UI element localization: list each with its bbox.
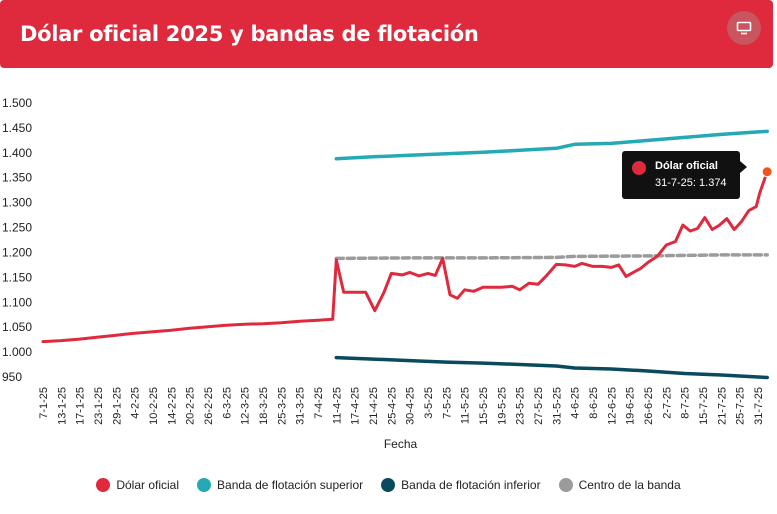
legend-item-banda-inferior[interactable]: Banda de flotación inferior <box>381 478 541 492</box>
chart-plot: 950 1.000 1.050 1.100 1.150 1.200 1.250 1.300 1.… <box>2 96 773 451</box>
x-tick-label: 12-6-25 <box>606 387 618 425</box>
legend-item-centro-banda[interactable]: Centro de la banda <box>558 478 681 492</box>
x-tick-label: 11-4-25 <box>331 387 343 424</box>
y-tick-label: 1.350 <box>2 171 32 185</box>
x-tick-label: 21-7-25 <box>716 387 728 425</box>
tooltip-series: Dólar oficial <box>655 160 718 172</box>
x-tick-label: 23-1-25 <box>93 387 105 425</box>
legend-label: Banda de flotación superior <box>217 478 364 492</box>
x-tick-label: 17-1-25 <box>75 387 87 425</box>
x-tick-label: 25-7-25 <box>735 387 747 425</box>
x-tick-label: 8-7-25 <box>680 387 692 419</box>
x-tick-label: 29-1-25 <box>111 387 123 425</box>
x-tick-label: 19-5-25 <box>496 387 508 425</box>
x-tick-label: 21-4-25 <box>368 387 380 425</box>
monitor-icon <box>736 21 752 35</box>
chart-menu-button[interactable] <box>727 11 761 45</box>
tooltip: Dólar oficial 31-7-25: 1.374 <box>622 151 747 199</box>
x-tick-label: 12-3-25 <box>240 387 252 425</box>
x-tick-label: 8-6-25 <box>588 387 600 419</box>
y-tick-label: 1.450 <box>2 121 32 135</box>
y-tick-label: 950 <box>2 370 22 384</box>
x-tick-label: 31-7-25 <box>753 387 765 425</box>
x-tick-label: 25-3-25 <box>276 387 288 425</box>
legend-item-dolar-oficial[interactable]: Dólar oficial <box>96 478 179 492</box>
x-tick-label: 4-6-25 <box>570 387 582 419</box>
chart-title: Dólar oficial 2025 y bandas de flotación <box>20 22 479 46</box>
x-tick-label: 2-7-25 <box>661 387 673 419</box>
chart-header: Dólar oficial 2025 y bandas de flotación <box>0 0 773 68</box>
y-tick-label: 1.050 <box>2 320 32 334</box>
tooltip-value: 31-7-25: 1.374 <box>655 177 727 189</box>
legend-swatch <box>197 478 212 492</box>
x-axis-title: Fecha <box>384 437 418 451</box>
series-line-dolar-oficial <box>41 170 769 344</box>
x-tick-label: 7-4-25 <box>313 387 325 419</box>
x-tick-label: 18-3-25 <box>258 387 270 425</box>
x-tick-label: 20-2-25 <box>185 387 197 425</box>
x-tick-label: 30-4-25 <box>405 387 417 425</box>
x-tick-label: 7-5-25 <box>441 387 453 419</box>
x-tick-label: 19-6-25 <box>625 387 637 425</box>
x-tick-label: 14-2-25 <box>166 387 178 425</box>
legend-label: Dólar oficial <box>116 478 180 492</box>
x-tick-label: 6-3-25 <box>221 387 233 419</box>
highlight-point-marker <box>761 166 773 178</box>
legend: Dólar oficial Banda de flotación superio… <box>0 478 777 492</box>
y-tick-label: 1.250 <box>2 221 32 235</box>
x-tick-label: 7-1-25 <box>38 387 50 419</box>
y-tick-label: 1.150 <box>2 270 32 284</box>
x-tick-label: 27-5-25 <box>533 387 545 425</box>
series-line-banda-inferior <box>334 355 769 380</box>
x-tick-label: 11-5-25 <box>460 387 472 424</box>
y-tick-label: 1.500 <box>2 96 32 110</box>
x-tick-label: 26-6-25 <box>643 387 655 425</box>
legend-swatch <box>558 478 573 492</box>
series-line-banda-superior <box>334 129 769 161</box>
x-tick-label: 31-5-25 <box>551 387 563 425</box>
tooltip-series-dot <box>632 161 646 175</box>
x-tick-label: 15-7-25 <box>698 387 710 425</box>
x-tick-label: 3-5-25 <box>423 387 435 419</box>
legend-label: Banda de flotación inferior <box>401 478 541 492</box>
x-tick-label: 25-4-25 <box>386 387 398 425</box>
x-tick-label: 26-2-25 <box>203 387 215 425</box>
x-tick-label: 4-2-25 <box>130 387 142 419</box>
legend-item-banda-superior[interactable]: Banda de flotación superior <box>197 478 363 492</box>
x-tick-label: 17-4-25 <box>350 387 362 425</box>
y-tick-label: 1.100 <box>2 295 32 309</box>
y-tick-label: 1.300 <box>2 196 32 210</box>
legend-label: Centro de la banda <box>578 478 681 492</box>
x-tick-label: 15-5-25 <box>478 387 490 425</box>
x-tick-label: 23-5-25 <box>515 387 527 425</box>
y-tick-label: 1.200 <box>2 245 32 259</box>
x-tick-label: 13-1-25 <box>56 387 68 425</box>
legend-swatch <box>381 478 396 492</box>
series-line-centro-banda <box>334 253 769 261</box>
y-tick-label: 1.400 <box>2 146 32 160</box>
x-tick-label: 31-3-25 <box>295 387 307 425</box>
y-tick-label: 1.000 <box>2 345 32 359</box>
legend-swatch <box>96 478 111 492</box>
x-tick-label: 10-2-25 <box>148 387 160 425</box>
